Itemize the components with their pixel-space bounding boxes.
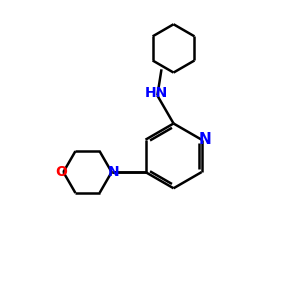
Text: N: N [107,165,119,179]
Text: HN: HN [144,86,167,100]
Text: O: O [55,165,67,179]
Text: N: N [198,132,211,147]
